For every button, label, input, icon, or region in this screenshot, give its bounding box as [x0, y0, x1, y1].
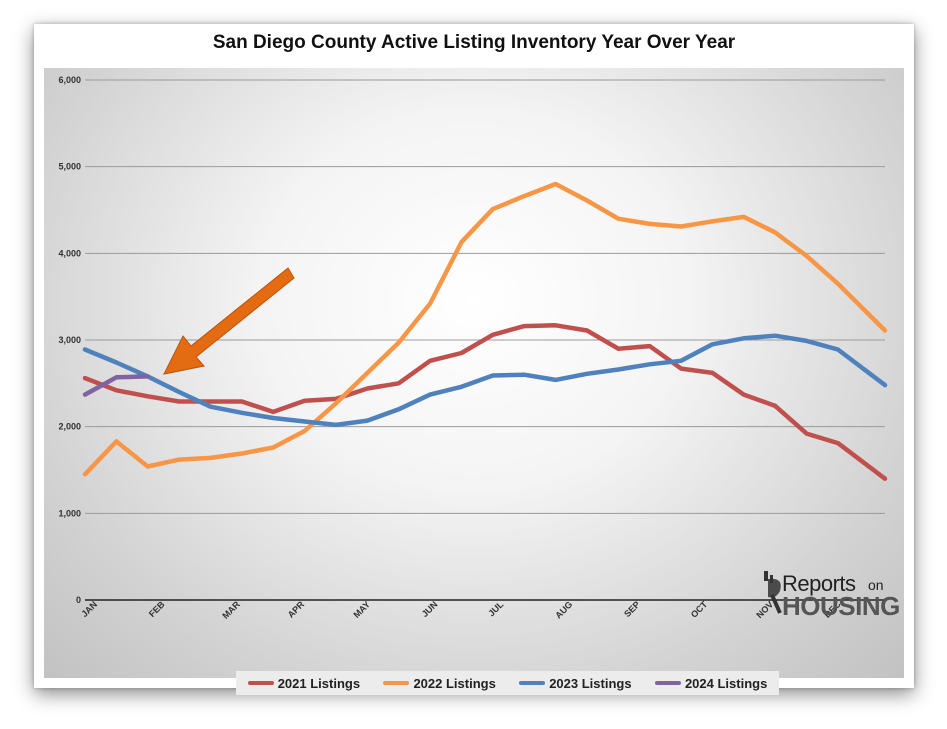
- legend-item-2022: 2022 Listings: [383, 675, 496, 691]
- legend-label-2022: 2022 Listings: [413, 675, 496, 691]
- legend-item-2021: 2021 Listings: [247, 675, 361, 691]
- legend-label-2024: 2024 Listings: [684, 675, 768, 691]
- chart-title: San Diego County Active Listing Inventor…: [212, 32, 736, 53]
- x-tick-label: MAR: [220, 599, 242, 621]
- chart-card: San Diego County Active Listing Inventor…: [34, 24, 914, 695]
- chart-legend: 2021 Listings 2022 Listings 2023 Listing…: [236, 671, 779, 695]
- series-line-2022: [82, 181, 888, 477]
- x-tick-label: JUL: [486, 599, 505, 618]
- annotation-arrow: [163, 267, 295, 375]
- logo-mark-icon: [764, 571, 782, 614]
- y-tick-label: 3,000: [58, 335, 81, 345]
- y-tick-label: 6,000: [58, 75, 81, 85]
- legend-swatch-2021: [247, 681, 274, 685]
- y-tick-label: 4,000: [58, 248, 81, 258]
- x-tick-label: FEB: [147, 599, 167, 619]
- orange-arrow-icon: [163, 267, 295, 375]
- plot-background: [44, 68, 904, 678]
- y-tick-label: 2,000: [58, 422, 81, 432]
- x-tick-label: MAY: [351, 599, 372, 620]
- series-line-2024: [82, 374, 150, 397]
- legend-label-2021: 2021 Listings: [277, 675, 361, 691]
- legend-swatch-2022: [383, 681, 410, 685]
- legend-swatch-2023: [519, 681, 546, 685]
- series-lines: [82, 181, 888, 481]
- series-line-2021: [82, 323, 888, 481]
- legend-label-2023: 2023 Listings: [549, 675, 632, 691]
- y-axis-ticks: 0 1,000 2,000 3,000 4,000 5,000 6,000: [58, 75, 81, 605]
- x-tick-label: SEP: [622, 599, 642, 619]
- line-chart: 0 1,000 2,000 3,000 4,000 5,000 6,000 JAN FEB MA…: [58, 75, 888, 621]
- x-tick-label: JUN: [420, 599, 440, 619]
- gridlines: [85, 79, 885, 601]
- logo-text-reports: Reports: [782, 571, 856, 596]
- logo-text-on: on: [868, 577, 884, 593]
- series-line-2023: [82, 333, 888, 428]
- x-tick-label: OCT: [689, 599, 710, 620]
- y-tick-label: 5,000: [58, 162, 81, 172]
- x-tick-label: JAN: [79, 599, 99, 619]
- x-axis-ticks: JAN FEB MAR APR MAY JUN JUL AUG SEP OCT NOV DEC: [79, 599, 843, 621]
- legend-item-2023: 2023 Listings: [519, 675, 632, 691]
- legend-item-2024: 2024 Listings: [654, 675, 768, 691]
- x-tick-label: AUG: [553, 599, 574, 620]
- y-tick-label: 0: [76, 595, 81, 605]
- y-tick-label: 1,000: [58, 508, 81, 518]
- reports-on-housing-logo: Reports on HOUSING: [762, 569, 912, 621]
- legend-swatch-2024: [654, 681, 681, 685]
- x-tick-label: APR: [286, 599, 307, 620]
- logo-text-housing: HOUSING: [782, 591, 900, 621]
